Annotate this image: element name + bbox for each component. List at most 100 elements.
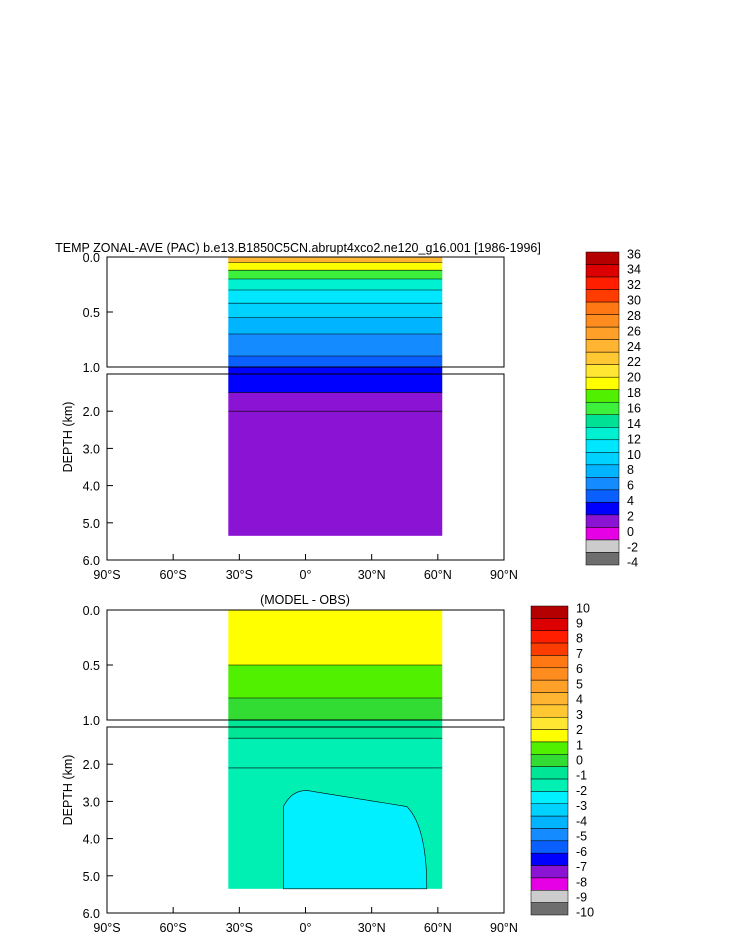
x-tick-label: 90°S (93, 568, 120, 582)
x-tick-label: 30°N (358, 921, 386, 935)
colorbar-label: 0 (627, 525, 634, 539)
colorbar-label: 34 (627, 263, 641, 277)
colorbar-box (530, 630, 569, 644)
colorbar-label: 14 (627, 417, 641, 431)
colorbar-label: 10 (627, 448, 641, 462)
colorbar-box (585, 339, 620, 353)
colorbar-box (585, 539, 620, 553)
colorbar-box (530, 815, 569, 829)
colorbar-box (585, 314, 620, 328)
colorbar-label: 20 (627, 371, 641, 385)
colorbar-box (530, 729, 569, 743)
colorbar-label: 8 (576, 632, 583, 646)
upper-band-1 (228, 262, 443, 271)
colorbar-label: 24 (627, 340, 641, 354)
colorbar-box (530, 840, 569, 854)
colorbar-box (585, 552, 620, 566)
colorbar-label: 6 (576, 662, 583, 676)
upper-band-4 (228, 290, 443, 304)
y-tick-label: 1.0 (83, 361, 100, 375)
colorbar-box (530, 852, 569, 866)
colorbar-label: 6 (627, 479, 634, 493)
colorbar-box (585, 376, 620, 390)
y-tick-label: 0.5 (83, 659, 100, 673)
colorbar-box (585, 389, 620, 403)
colorbar-box (530, 741, 569, 755)
upper-band-1 (228, 665, 443, 698)
chart-title: TEMP ZONAL-AVE (PAC) b.e13.B1850C5CN.abr… (55, 241, 541, 255)
lower-band-2 (228, 411, 443, 536)
x-tick-label: 0° (300, 921, 312, 935)
upper-band-3 (228, 279, 443, 290)
colorbar-box (585, 289, 620, 303)
colorbar-box (530, 679, 569, 693)
y-tick-label: 0.0 (83, 604, 100, 618)
y-tick-label: 3.0 (83, 795, 100, 809)
colorbar-label: -4 (576, 814, 587, 828)
colorbar-box (530, 865, 569, 879)
lower-band-0 (228, 367, 443, 393)
x-tick-label: 60°S (160, 568, 187, 582)
y-tick-label: 0.5 (83, 306, 100, 320)
chart-panel-2 (106, 605, 569, 916)
anomaly-region (283, 790, 428, 890)
colorbar-box (585, 502, 620, 516)
colorbar-label: 1 (576, 738, 583, 752)
colorbar-label: -2 (627, 540, 638, 554)
colorbar-box (585, 276, 620, 290)
y-tick-label: 4.0 (83, 833, 100, 847)
x-tick-label: 90°N (490, 921, 518, 935)
colorbar-box (585, 439, 620, 453)
y-tick-label: 6.0 (83, 907, 100, 921)
colorbar-label: -5 (576, 830, 587, 844)
colorbar-label: -10 (576, 906, 594, 920)
colorbar-label: -7 (576, 860, 587, 874)
y-axis-label: DEPTH (km) (61, 755, 75, 826)
y-axis-label: DEPTH (km) (61, 402, 75, 473)
y-tick-label: 2.0 (83, 758, 100, 772)
upper-band-0 (228, 257, 443, 263)
colorbar-box (585, 251, 620, 265)
upper-band-2 (228, 270, 443, 279)
colorbar-label: -1 (576, 769, 587, 783)
colorbar-box (530, 667, 569, 681)
x-tick-label: 30°S (226, 921, 253, 935)
colorbar-label: -9 (576, 890, 587, 904)
colorbar-label: 3 (576, 708, 583, 722)
colorbar-label: 5 (576, 677, 583, 691)
colorbar-box (585, 464, 620, 478)
x-tick-label: 30°S (226, 568, 253, 582)
colorbar-label: -4 (627, 556, 638, 570)
colorbar-box (530, 828, 569, 842)
colorbar-label: 18 (627, 386, 641, 400)
colorbar-label: 32 (627, 278, 641, 292)
colorbar-label: 12 (627, 432, 641, 446)
upper-band-6 (228, 317, 443, 334)
colorbar-label: 4 (627, 494, 634, 508)
colorbar-box (585, 452, 620, 466)
colorbar-box (530, 618, 569, 631)
colorbar-box (530, 655, 569, 669)
colorbar-label: -6 (576, 845, 587, 859)
colorbar-label: 9 (576, 617, 583, 631)
x-tick-label: 30°N (358, 568, 386, 582)
colorbar-box (530, 803, 569, 817)
y-tick-label: 2.0 (83, 405, 100, 419)
colorbar-box (530, 716, 569, 730)
colorbar-label: 4 (576, 693, 583, 707)
colorbar-box (530, 642, 569, 656)
colorbar-box (585, 514, 620, 528)
colorbar-box (585, 351, 620, 365)
colorbar-label: 7 (576, 647, 583, 661)
colorbar-box (585, 401, 620, 416)
colorbar-label: 28 (627, 309, 641, 323)
y-tick-label: 4.0 (83, 480, 100, 494)
x-tick-label: 60°N (424, 568, 452, 582)
x-tick-label: 90°S (93, 921, 120, 935)
colorbar-label: 10 (576, 601, 590, 615)
colorbar-box (530, 704, 569, 718)
colorbar-box (530, 692, 569, 706)
upper-band-7 (228, 334, 443, 356)
y-tick-label: 1.0 (83, 714, 100, 728)
